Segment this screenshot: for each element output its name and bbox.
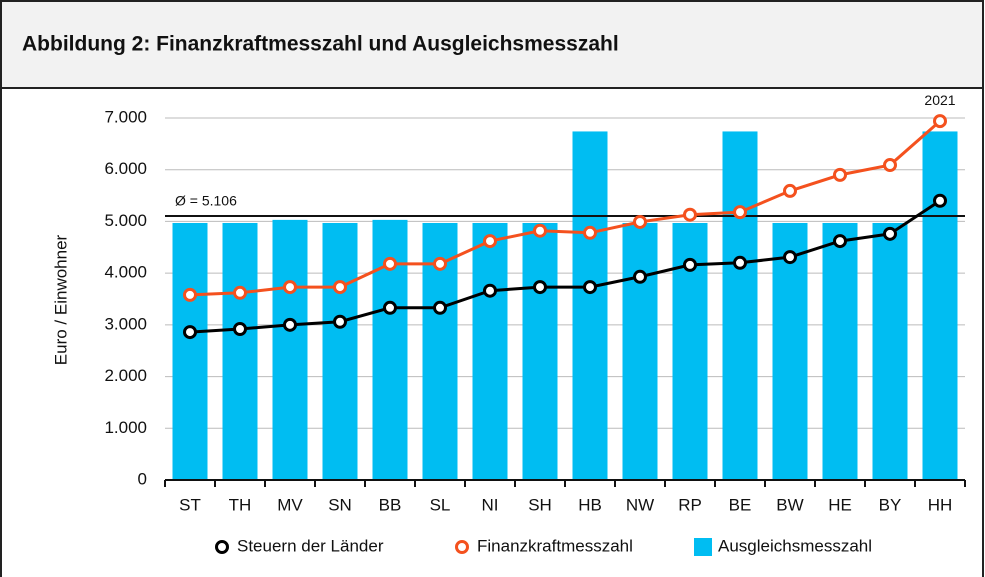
line-point — [833, 167, 847, 182]
x-tick-label: TH — [229, 495, 252, 514]
line-point — [883, 158, 897, 173]
x-tick-label: SH — [528, 495, 552, 514]
bar — [172, 222, 208, 481]
line-point — [533, 280, 547, 295]
y-tick-label: 1.000 — [104, 418, 147, 437]
legend-label: Ausgleichsmesszahl — [718, 536, 872, 555]
reference-label: Ø = 5.106 — [175, 193, 237, 209]
line-point — [933, 193, 947, 208]
line-point — [633, 269, 647, 284]
line-point — [783, 183, 797, 198]
line-point — [883, 226, 897, 241]
bar — [872, 222, 908, 481]
y-tick-label: 7.000 — [104, 107, 147, 126]
y-tick-label: 6.000 — [104, 159, 147, 178]
annotation: 2021 — [924, 92, 955, 108]
line-point — [283, 317, 297, 332]
line-point — [433, 300, 447, 315]
line-point — [233, 321, 247, 336]
bar — [622, 222, 658, 481]
line-point — [283, 280, 297, 295]
bar — [722, 131, 758, 480]
y-tick-label: 5.000 — [104, 211, 147, 230]
legend-label: Steuern der Länder — [237, 536, 384, 555]
x-tick-label: NI — [482, 495, 499, 514]
bar — [572, 131, 608, 480]
line-point — [733, 255, 747, 270]
x-tick-label: SL — [430, 495, 451, 514]
line-point — [483, 283, 497, 298]
y-axis-label: Euro / Einwohner — [51, 234, 70, 365]
y-tick-label: 2.000 — [104, 366, 147, 385]
line-point — [383, 300, 397, 315]
bar — [322, 222, 358, 481]
line-point — [733, 205, 747, 220]
line — [189, 199, 941, 334]
bar — [522, 222, 558, 481]
x-tick-label: BW — [776, 495, 803, 514]
x-tick-label: HE — [828, 495, 852, 514]
y-tick-label: 4.000 — [104, 263, 147, 282]
bar — [272, 219, 308, 480]
line-point — [333, 314, 347, 329]
x-tick-label: BE — [729, 495, 752, 514]
bar — [472, 222, 508, 481]
x-tick-label: RP — [678, 495, 702, 514]
line-point — [683, 257, 697, 272]
line-point — [933, 114, 947, 129]
line-point — [233, 285, 247, 300]
x-tick-label: BB — [379, 495, 402, 514]
header — [0, 0, 984, 89]
line-point — [633, 214, 647, 229]
x-tick-label: NW — [626, 495, 654, 514]
bar — [222, 222, 258, 481]
line-point — [833, 234, 847, 249]
line-point — [583, 225, 597, 240]
line-point — [183, 287, 197, 302]
line-point — [533, 223, 547, 238]
x-tick-label: MV — [277, 495, 303, 514]
legend-marker — [215, 540, 229, 554]
legend-marker — [694, 538, 712, 556]
line-point — [183, 325, 197, 340]
line — [189, 119, 941, 297]
bar — [922, 131, 958, 480]
legend-marker — [455, 540, 469, 554]
line-point — [583, 280, 597, 295]
line-point — [783, 250, 797, 265]
x-tick-label: BY — [879, 495, 902, 514]
bar — [822, 222, 858, 481]
line-point — [483, 234, 497, 249]
line-point — [683, 207, 697, 222]
x-tick-label: ST — [179, 495, 201, 514]
x-tick-label: HH — [928, 495, 953, 514]
chart-title: Abbildung 2: Finanzkraftmesszahl und Aus… — [22, 33, 619, 56]
bar — [772, 222, 808, 481]
legend-label: Finanzkraftmesszahl — [477, 536, 633, 555]
y-tick-label: 0 — [138, 469, 147, 488]
line-point — [333, 280, 347, 295]
y-tick-label: 3.000 — [104, 314, 147, 333]
x-tick-label: HB — [578, 495, 602, 514]
line-point — [383, 256, 397, 271]
line-point — [433, 256, 447, 271]
x-tick-label: SN — [328, 495, 352, 514]
